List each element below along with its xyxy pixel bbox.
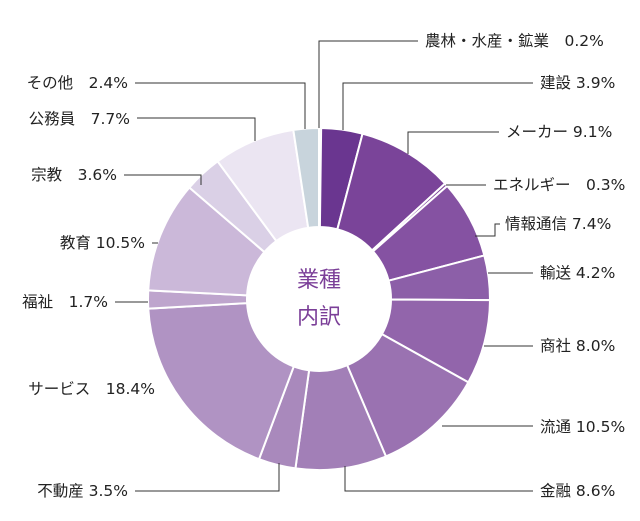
slice-label-16: その他 2.4% bbox=[27, 74, 128, 92]
slice-label-13: 教育 10.5% bbox=[60, 234, 145, 252]
leader-line-9 bbox=[344, 466, 533, 492]
leader-line-15 bbox=[137, 117, 256, 141]
slice-label-10: 不動産 3.5% bbox=[37, 482, 128, 500]
slice-label-7: 商社 8.0% bbox=[540, 337, 615, 355]
slice-label-14: 宗教 3.6% bbox=[31, 166, 117, 184]
slice-label-5: 情報通信 7.4% bbox=[505, 215, 611, 233]
slice-11 bbox=[147, 302, 296, 461]
leader-line-3 bbox=[407, 131, 499, 154]
slice-label-2: 建設 3.9% bbox=[540, 74, 615, 92]
donut-slices bbox=[147, 126, 492, 471]
slice-label-12: 福祉 1.7% bbox=[22, 293, 108, 311]
slice-label-9: 金融 8.6% bbox=[540, 482, 615, 500]
slice-16 bbox=[292, 126, 320, 229]
slice-label-11: サービス 18.4% bbox=[28, 380, 155, 398]
slice-label-4: エネルギー 0.3% bbox=[493, 176, 625, 194]
leader-line-14 bbox=[124, 174, 202, 185]
leader-line-16 bbox=[135, 82, 306, 129]
slice-label-6: 輸送 4.2% bbox=[540, 264, 615, 282]
slice-labels: 農林・水産・鉱業 0.2% 建設 3.9% メーカー 9.1% エネルギー 0.3% 情… bbox=[22, 32, 625, 500]
leader-lines bbox=[115, 40, 533, 492]
leader-line-5 bbox=[475, 223, 500, 237]
slice-label-1: 農林・水産・鉱業 0.2% bbox=[425, 32, 604, 50]
slice-label-15: 公務員 7.7% bbox=[29, 110, 130, 128]
slice-label-8: 流通 10.5% bbox=[540, 418, 625, 436]
center-label-line-1: 業種 bbox=[297, 268, 341, 293]
leader-line-10 bbox=[135, 463, 280, 492]
leader-line-2 bbox=[342, 82, 533, 130]
center-label-line-2: 内訳 bbox=[297, 305, 341, 330]
slice-label-3: メーカー 9.1% bbox=[506, 123, 612, 141]
leader-line-1 bbox=[318, 40, 418, 128]
